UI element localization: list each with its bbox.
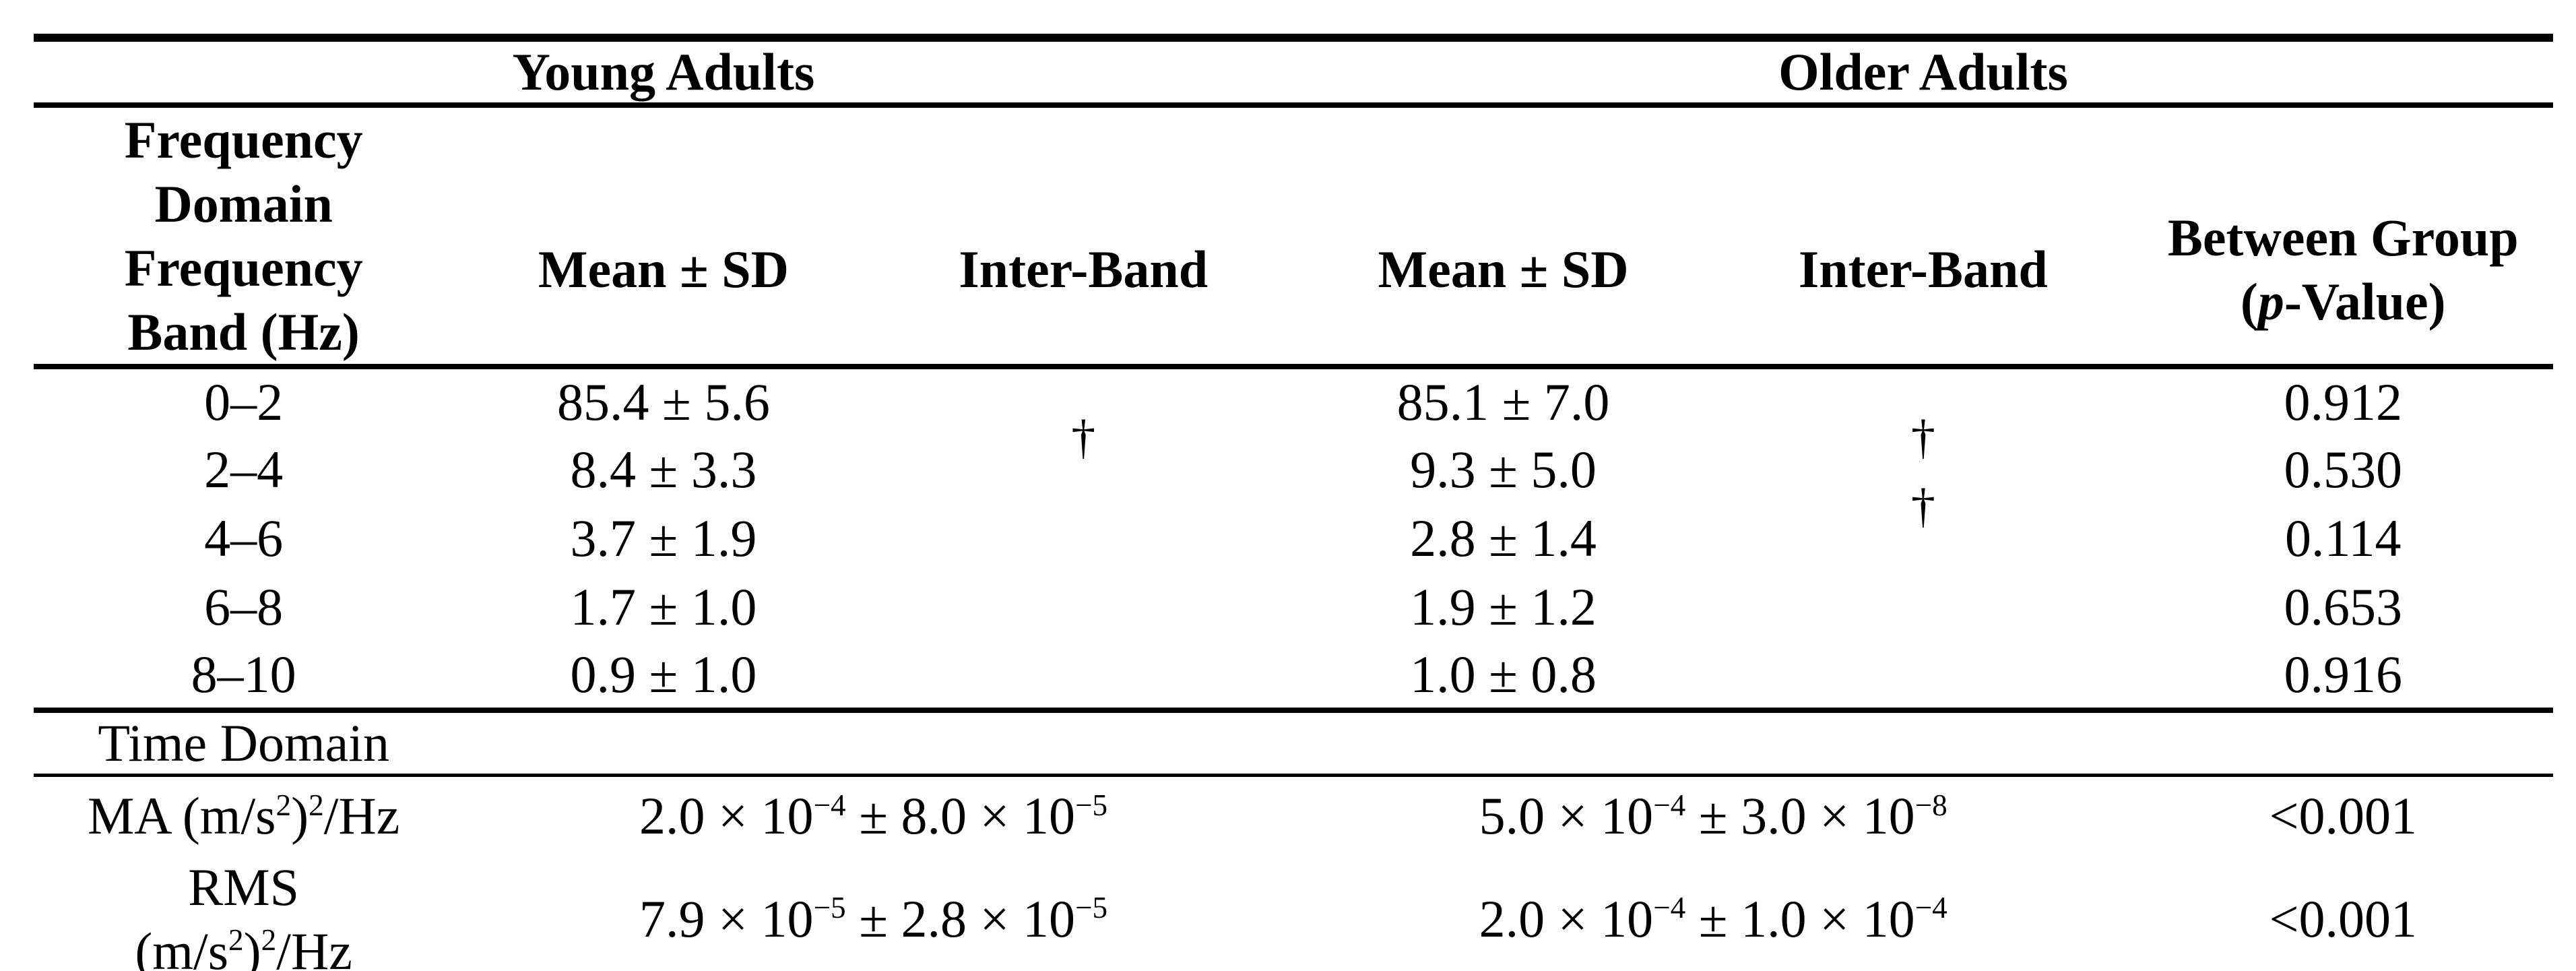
column-header-young-mean-sd: Mean ± SD [453, 105, 874, 369]
group-header-older-adults: Older Adults [1293, 34, 2553, 108]
between-group-line1: Between Group [2167, 208, 2519, 267]
cell-young-mean: 85.4 ± 5.6 [557, 373, 770, 431]
cell-band: 8–10 [34, 641, 454, 713]
column-header-older-mean-sd: Mean ± SD [1293, 105, 1714, 369]
cell-young-mean: 1.7 ± 1.0 [570, 577, 757, 636]
cell-older-mean: 1.0 ± 0.8 [1293, 641, 1714, 713]
cell-p-value: 0.916 [2133, 641, 2553, 713]
cell-p-value: 0.912 [2284, 373, 2402, 431]
column-header-band-line2: Band (Hz) [127, 303, 360, 361]
group-header-row: Young Adults Older Adults [34, 34, 2553, 108]
cell-older-mean: 9.3 ± 5.0 [1410, 440, 1597, 499]
cell-older-mean: 85.1 ± 7.0 [1396, 373, 1610, 431]
section-label-frequency-domain: Frequency Domain [124, 111, 363, 233]
cell-young-inter-band: † [873, 367, 1293, 713]
cell-p-value: 0.653 [2284, 577, 2402, 636]
section-row-time-domain: Time Domain [34, 710, 2553, 777]
cell-young-value: 7.9 × 10−5 ± 2.8 × 10−5 [453, 854, 1293, 971]
cell-p-value: <0.001 [2269, 786, 2417, 845]
cell-p-value: 0.530 [2284, 440, 2402, 499]
cell-band: 0–2 [204, 373, 284, 431]
column-header-older-inter-band: Inter-Band [1713, 105, 2133, 369]
cell-band: 4–6 [204, 509, 284, 567]
group-header-young-adults: Young Adults [34, 34, 1293, 108]
cell-band: 6–8 [204, 577, 284, 636]
cell-p-value: 0.114 [2284, 509, 2402, 567]
cell-p-value: <0.001 [2133, 854, 2553, 971]
table-row-band-2-4: 2–4 8.4 ± 3.3 9.3 ± 5.0 0.530 [34, 435, 2553, 504]
column-header-young-inter-band: Inter-Band [873, 105, 1293, 369]
cell-older-value: 5.0 × 10−4 ± 3.0 × 10−8 [1479, 786, 1947, 845]
table-row-band-4-6: 4–6 3.7 ± 1.9 2.8 ± 1.4 0.114 [34, 504, 2553, 573]
column-header-band-line1: Frequency [124, 239, 363, 297]
column-header-frequency-band: Frequency Domain Frequency Band (Hz) [34, 105, 454, 369]
cell-older-mean: 2.8 ± 1.4 [1410, 509, 1597, 567]
cell-young-mean: 8.4 ± 3.3 [570, 440, 757, 499]
table-row-band-6-8: 6–8 1.7 ± 1.0 1.9 ± 1.2 0.653 [34, 573, 2553, 641]
cell-young-value: 2.0 × 10−4 ± 8.0 × 10−5 [639, 786, 1108, 845]
table-row-ma: MA (m/s2)2/Hz 2.0 × 10−4 ± 8.0 × 10−5 5.… [34, 776, 2553, 855]
cell-young-mean: 0.9 ± 1.0 [453, 641, 874, 713]
cell-older-mean: 1.9 ± 1.2 [1410, 577, 1597, 636]
cell-older-inter-band: † † [1713, 367, 2133, 713]
table-row-band-8-10: 8–10 0.9 ± 1.0 1.0 ± 0.8 0.916 [34, 641, 2553, 713]
dagger-icon: † [1910, 410, 1935, 464]
dagger-icon: † [1071, 410, 1096, 464]
table-row-rms: RMS (m/s2)2/Hz 7.9 × 10−5 ± 2.8 × 10−5 2… [34, 854, 2553, 971]
table-row-band-0-2: 0–2 85.4 ± 5.6 † 85.1 ± 7.0 † † 0.912 [34, 367, 2553, 713]
column-header-between-group-p-value: Between Group (p-Value) [2133, 105, 2553, 369]
between-group-line2: (p-Value) [2240, 272, 2446, 331]
results-table: Young Adults Older Adults Frequency Doma… [34, 34, 2553, 971]
cell-band: 2–4 [204, 440, 284, 499]
cell-metric-rms: RMS (m/s2)2/Hz [34, 854, 454, 971]
cell-metric-ma: MA (m/s2)2/Hz [87, 786, 400, 845]
metric-rms-line1: RMS [188, 857, 300, 916]
column-header-row: Frequency Domain Frequency Band (Hz) Mea… [34, 105, 2553, 369]
cell-young-mean: 3.7 ± 1.9 [570, 509, 757, 567]
section-label-time-domain: Time Domain [34, 710, 454, 777]
section-row-filler [453, 710, 2553, 777]
dagger-icon: † [1910, 478, 1935, 533]
metric-rms-line2: (m/s2)2/Hz [135, 921, 352, 971]
cell-older-value: 2.0 × 10−4 ± 1.0 × 10−4 [1293, 854, 2133, 971]
